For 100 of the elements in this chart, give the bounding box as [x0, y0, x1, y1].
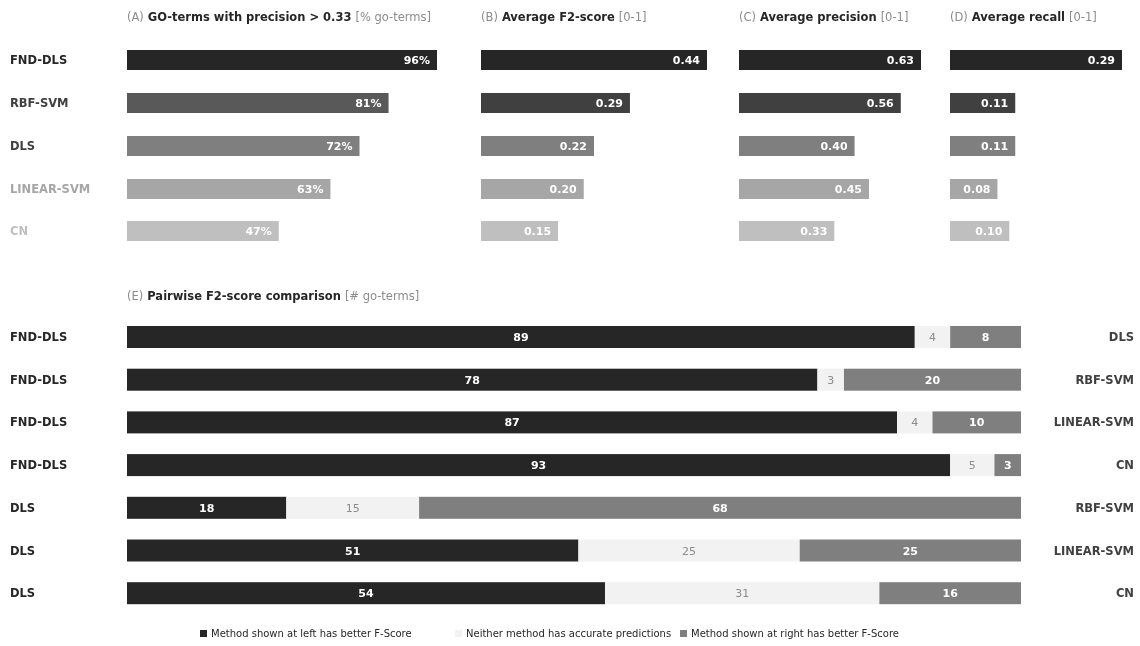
- chart-title: (B) Average F2-score [0-1]: [481, 10, 647, 24]
- data-label: 0.56: [866, 97, 895, 110]
- data-label: 8: [981, 331, 990, 344]
- bar: [739, 93, 901, 113]
- data-label: 16: [942, 587, 959, 601]
- bar: [127, 539, 579, 562]
- data-label: 0.29: [595, 97, 623, 110]
- bar: [950, 326, 1021, 348]
- data-label: 0.44: [672, 54, 701, 67]
- bar: [994, 454, 1021, 477]
- data-label: 0.22: [559, 140, 587, 153]
- bar: [950, 93, 1016, 113]
- bar: [897, 411, 933, 434]
- data-label: 72%: [326, 140, 353, 153]
- bar: [843, 368, 1021, 391]
- data-label: 68: [712, 501, 728, 515]
- y-tick-label: FND-DLS: [10, 415, 68, 430]
- bar: [739, 221, 835, 241]
- y2-tick-label: DLS: [1108, 330, 1134, 344]
- data-label: 81%: [355, 97, 382, 110]
- data-label: 0.10: [975, 225, 1003, 238]
- data-label: 31: [735, 587, 750, 601]
- bar: [739, 50, 921, 70]
- data-label: 20: [924, 373, 941, 387]
- data-label: 0.20: [549, 183, 578, 196]
- y-tick-label: DLS: [10, 586, 36, 601]
- bar: [950, 454, 995, 477]
- y2-tick-label: CN: [1115, 458, 1134, 473]
- data-label: 0.45: [834, 183, 862, 196]
- data-label: 0.40: [820, 140, 848, 153]
- y-tick-label: FND-DLS: [10, 53, 68, 67]
- data-label: 51: [345, 544, 361, 558]
- data-label: 3: [1003, 459, 1012, 473]
- bar: [817, 368, 844, 391]
- bar: [127, 326, 915, 348]
- bar: [950, 50, 1122, 70]
- bar: [419, 496, 1021, 519]
- bar: [127, 496, 287, 519]
- data-label: 63%: [297, 183, 324, 196]
- data-label: 4: [928, 331, 936, 344]
- data-label: 15: [345, 501, 360, 515]
- data-label: 78: [464, 373, 480, 387]
- bar: [127, 221, 279, 241]
- bar: [932, 411, 1021, 434]
- bar: [127, 179, 331, 199]
- data-label: 3: [827, 373, 835, 387]
- data-label: 54: [358, 587, 374, 601]
- y-tick-label: FND-DLS: [10, 372, 68, 387]
- y2-tick-label: RBF-SVM: [1075, 500, 1134, 515]
- data-label: 25: [682, 544, 697, 558]
- y-tick-label: CN: [10, 224, 29, 238]
- bar: [799, 539, 1021, 562]
- data-label: 0.63: [886, 54, 914, 67]
- bar: [127, 454, 951, 477]
- bar: [481, 93, 630, 113]
- bar: [879, 582, 1021, 605]
- y-tick-label: LINEAR-SVM: [10, 182, 91, 196]
- bar: [127, 582, 605, 605]
- y2-tick-label: CN: [1115, 586, 1134, 601]
- bar: [481, 50, 707, 70]
- data-label: 10: [969, 416, 985, 430]
- bar: [604, 582, 880, 605]
- legend-label: Neither method has accurate predictions: [466, 628, 672, 639]
- y-tick-label: DLS: [10, 543, 36, 558]
- y-tick-label: FND-DLS: [10, 330, 68, 344]
- bar: [127, 368, 818, 391]
- data-label: 0.33: [800, 225, 828, 238]
- data-label: 0.11: [981, 140, 1009, 153]
- bar: [286, 496, 420, 519]
- data-label: 96%: [403, 54, 430, 67]
- chart-title: (D) Average recall [0-1]: [950, 10, 1097, 24]
- legend-label: Method shown at right has better F-Score: [691, 628, 899, 639]
- chart-title: (E) Pairwise F2-score comparison [# go-terms]: [127, 289, 420, 303]
- data-label: 0.11: [981, 97, 1009, 110]
- data-label: 87: [504, 416, 520, 430]
- data-label: 4: [911, 416, 919, 430]
- data-label: 25: [902, 544, 919, 558]
- bar: [127, 50, 437, 70]
- bar: [739, 179, 869, 199]
- bar: [914, 326, 951, 348]
- chart-title: (A) GO-terms with precision > 0.33 [% go-terms]: [127, 10, 432, 24]
- data-label: 89: [513, 331, 529, 344]
- bar: [127, 93, 389, 113]
- y2-tick-label: LINEAR-SVM: [1053, 543, 1134, 558]
- data-label: 0.29: [1087, 54, 1115, 67]
- bar: [481, 136, 594, 156]
- bar: [950, 136, 1016, 156]
- bar: [127, 136, 360, 156]
- y-tick-label: DLS: [10, 139, 36, 153]
- bar: [739, 136, 855, 156]
- y-tick-label: FND-DLS: [10, 458, 68, 473]
- y2-tick-label: LINEAR-SVM: [1053, 415, 1134, 430]
- data-label: 47%: [245, 225, 272, 238]
- data-label: 93: [530, 459, 547, 473]
- chart-title: (C) Average precision [0-1]: [739, 10, 909, 24]
- y-tick-label: RBF-SVM: [10, 96, 69, 110]
- bar: [578, 539, 800, 562]
- bar: [481, 221, 559, 241]
- data-label: 18: [199, 501, 215, 515]
- bar: [127, 411, 898, 434]
